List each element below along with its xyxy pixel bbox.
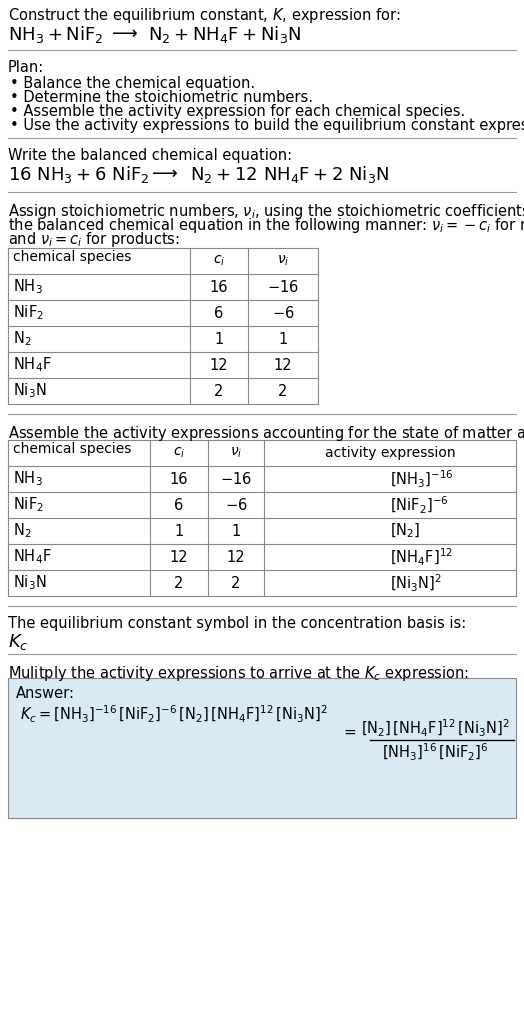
Text: The equilibrium constant symbol in the concentration basis is:: The equilibrium constant symbol in the c… bbox=[8, 616, 466, 631]
Text: Mulitply the activity expressions to arrive at the $K_c$ expression:: Mulitply the activity expressions to arr… bbox=[8, 664, 469, 683]
Text: • Use the activity expressions to build the equilibrium constant expression.: • Use the activity expressions to build … bbox=[10, 118, 524, 133]
Text: 12: 12 bbox=[274, 357, 292, 372]
Text: Assemble the activity expressions accounting for the state of matter and $\nu_i$: Assemble the activity expressions accoun… bbox=[8, 424, 524, 443]
Text: 16: 16 bbox=[170, 472, 188, 487]
Text: $-16$: $-16$ bbox=[267, 279, 299, 295]
Text: the balanced chemical equation in the following manner: $\nu_i = -c_i$ for react: the balanced chemical equation in the fo… bbox=[8, 216, 524, 235]
Text: $\mathrm{16\ NH_3 + 6\ NiF_2}$: $\mathrm{16\ NH_3 + 6\ NiF_2}$ bbox=[8, 164, 149, 185]
Text: =: = bbox=[344, 724, 356, 740]
Text: $K_c$: $K_c$ bbox=[8, 632, 29, 652]
Text: 12: 12 bbox=[227, 549, 245, 565]
Text: $\nu_i$: $\nu_i$ bbox=[230, 446, 242, 460]
Text: $\mathrm{NH_4F}$: $\mathrm{NH_4F}$ bbox=[13, 547, 51, 567]
Text: $\mathrm{NiF_2}$: $\mathrm{NiF_2}$ bbox=[13, 496, 44, 515]
Text: 2: 2 bbox=[231, 576, 241, 590]
Text: $\mathrm{N_2}$: $\mathrm{N_2}$ bbox=[13, 329, 31, 349]
Text: 1: 1 bbox=[232, 524, 241, 538]
Text: • Assemble the activity expression for each chemical species.: • Assemble the activity expression for e… bbox=[10, 104, 465, 119]
Text: $[\mathrm{NiF_2}]^{-6}$: $[\mathrm{NiF_2}]^{-6}$ bbox=[390, 494, 449, 516]
Text: Assign stoichiometric numbers, $\nu_i$, using the stoichiometric coefficients, $: Assign stoichiometric numbers, $\nu_i$, … bbox=[8, 202, 524, 221]
Text: $\mathrm{NH_3 + NiF_2}$: $\mathrm{NH_3 + NiF_2}$ bbox=[8, 24, 104, 45]
Text: Plan:: Plan: bbox=[8, 60, 44, 75]
Text: Answer:: Answer: bbox=[16, 686, 75, 701]
Text: $\mathrm{Ni_3N}$: $\mathrm{Ni_3N}$ bbox=[13, 574, 47, 592]
Text: 12: 12 bbox=[210, 357, 228, 372]
Text: $c_i$: $c_i$ bbox=[173, 446, 185, 460]
Text: $[\mathrm{Ni_3N}]^{2}$: $[\mathrm{Ni_3N}]^{2}$ bbox=[390, 573, 442, 593]
Text: • Balance the chemical equation.: • Balance the chemical equation. bbox=[10, 76, 255, 91]
Text: Write the balanced chemical equation:: Write the balanced chemical equation: bbox=[8, 148, 292, 163]
Text: $\mathrm{NiF_2}$: $\mathrm{NiF_2}$ bbox=[13, 304, 44, 322]
Text: $[\mathrm{NH_3}]^{16}\,[\mathrm{NiF_2}]^{6}$: $[\mathrm{NH_3}]^{16}\,[\mathrm{NiF_2}]^… bbox=[382, 742, 488, 763]
Text: $[\mathrm{NH_4F}]^{12}$: $[\mathrm{NH_4F}]^{12}$ bbox=[390, 546, 453, 568]
Text: 2: 2 bbox=[214, 384, 224, 399]
Text: 1: 1 bbox=[278, 331, 288, 347]
Text: $\mathrm{NH_3}$: $\mathrm{NH_3}$ bbox=[13, 277, 43, 297]
Text: • Determine the stoichiometric numbers.: • Determine the stoichiometric numbers. bbox=[10, 90, 313, 105]
Text: 6: 6 bbox=[214, 306, 224, 320]
Text: $\mathrm{N_2 + 12\ NH_4F + 2\ Ni_3N}$: $\mathrm{N_2 + 12\ NH_4F + 2\ Ni_3N}$ bbox=[190, 164, 389, 185]
Text: and $\nu_i = c_i$ for products:: and $\nu_i = c_i$ for products: bbox=[8, 230, 180, 249]
Text: $-6$: $-6$ bbox=[225, 497, 247, 513]
Text: chemical species: chemical species bbox=[13, 442, 132, 456]
Text: $-16$: $-16$ bbox=[220, 471, 252, 487]
Text: $[\mathrm{N_2}]$: $[\mathrm{N_2}]$ bbox=[390, 522, 420, 540]
Text: $\longrightarrow$: $\longrightarrow$ bbox=[108, 24, 138, 42]
Text: $\mathrm{NH_3}$: $\mathrm{NH_3}$ bbox=[13, 470, 43, 488]
Text: 12: 12 bbox=[170, 549, 188, 565]
FancyBboxPatch shape bbox=[8, 678, 516, 818]
Text: 16: 16 bbox=[210, 279, 228, 295]
Text: chemical species: chemical species bbox=[13, 250, 132, 264]
Text: 2: 2 bbox=[174, 576, 184, 590]
Text: $c_i$: $c_i$ bbox=[213, 254, 225, 268]
Text: $K_c = [\mathrm{NH_3}]^{-16}\,[\mathrm{NiF_2}]^{-6}\,[\mathrm{N_2}]\,[\mathrm{NH: $K_c = [\mathrm{NH_3}]^{-16}\,[\mathrm{N… bbox=[20, 704, 327, 725]
Text: $\nu_i$: $\nu_i$ bbox=[277, 254, 289, 268]
Text: $[\mathrm{N_2}]\,[\mathrm{NH_4F}]^{12}\,[\mathrm{Ni_3N}]^{2}$: $[\mathrm{N_2}]\,[\mathrm{NH_4F}]^{12}\,… bbox=[361, 718, 509, 739]
Text: $\mathrm{Ni_3N}$: $\mathrm{Ni_3N}$ bbox=[13, 382, 47, 400]
Text: Construct the equilibrium constant, $K$, expression for:: Construct the equilibrium constant, $K$,… bbox=[8, 6, 401, 25]
Text: 1: 1 bbox=[174, 524, 183, 538]
Text: $\mathrm{N_2}$: $\mathrm{N_2}$ bbox=[13, 522, 31, 540]
Text: $\mathrm{N_2 + NH_4F + Ni_3N}$: $\mathrm{N_2 + NH_4F + Ni_3N}$ bbox=[148, 24, 301, 45]
Text: $\mathrm{NH_4F}$: $\mathrm{NH_4F}$ bbox=[13, 356, 51, 374]
Text: 1: 1 bbox=[214, 331, 224, 347]
Text: $\longrightarrow$: $\longrightarrow$ bbox=[148, 164, 178, 182]
Text: 6: 6 bbox=[174, 497, 183, 513]
Text: 2: 2 bbox=[278, 384, 288, 399]
Text: activity expression: activity expression bbox=[325, 446, 455, 460]
Text: $-6$: $-6$ bbox=[271, 305, 294, 321]
Text: $[\mathrm{NH_3}]^{-16}$: $[\mathrm{NH_3}]^{-16}$ bbox=[390, 469, 454, 490]
